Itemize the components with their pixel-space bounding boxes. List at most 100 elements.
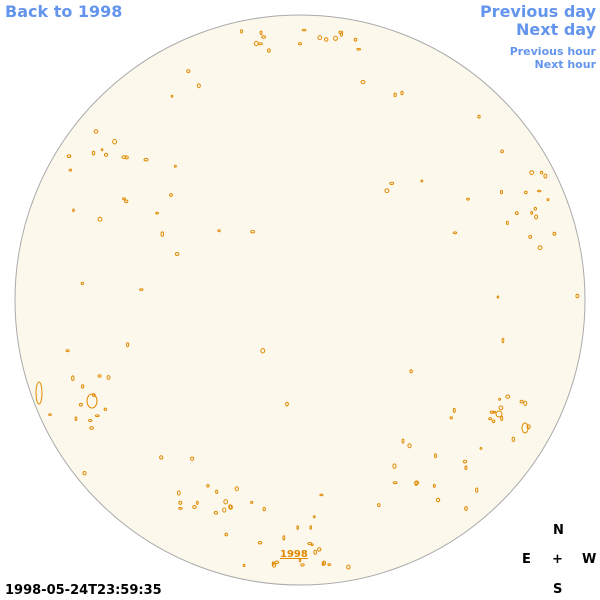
next-hour-link[interactable]: Next hour (534, 58, 597, 71)
contour (498, 405, 504, 411)
year-link[interactable]: 1998 (280, 549, 308, 560)
compass-center: + (552, 552, 563, 567)
contour (224, 532, 228, 537)
contour (65, 349, 70, 353)
contour (384, 188, 390, 193)
contour (103, 152, 109, 157)
contour (66, 154, 72, 158)
contour (537, 189, 542, 193)
next-day-link[interactable]: Next day (516, 20, 596, 39)
contour (86, 393, 98, 409)
contour (436, 497, 441, 503)
contour (530, 211, 534, 215)
contour (529, 170, 535, 176)
contour (338, 30, 344, 34)
contour (82, 471, 87, 476)
contour (234, 486, 239, 492)
contour (301, 28, 307, 32)
contour (206, 484, 210, 488)
contour (434, 453, 437, 459)
contour (319, 493, 324, 497)
contour (88, 419, 93, 422)
contour (170, 94, 174, 98)
contour (176, 490, 181, 496)
contour (155, 211, 160, 215)
contour (317, 547, 322, 552)
contour (392, 481, 398, 485)
contour (521, 422, 529, 434)
contour (80, 281, 85, 286)
contour (72, 208, 75, 213)
contour (35, 381, 43, 405)
contour (414, 480, 420, 485)
contour (526, 424, 531, 430)
contour (267, 48, 271, 53)
contour (250, 230, 256, 234)
contour (215, 489, 219, 494)
contour (477, 114, 481, 119)
contour (353, 37, 358, 42)
contour (106, 375, 111, 380)
contour (356, 48, 362, 51)
contour (479, 447, 483, 450)
contour (452, 407, 456, 413)
contour (91, 150, 96, 156)
compass-west: W (582, 552, 597, 567)
contour (217, 229, 221, 233)
contour (274, 560, 280, 565)
contour (48, 413, 52, 416)
contour (500, 415, 504, 421)
contour (310, 543, 314, 547)
contour (298, 558, 302, 563)
previous-day-link[interactable]: Previous day (479, 2, 596, 21)
contour (496, 295, 500, 299)
contour (74, 416, 78, 422)
contour (300, 563, 305, 567)
contour (309, 525, 313, 530)
contour (407, 443, 412, 449)
contour (420, 179, 424, 183)
contour (360, 80, 366, 84)
contour (464, 465, 468, 471)
contour (186, 69, 191, 74)
contour (462, 459, 468, 464)
contour (546, 198, 550, 202)
contour (498, 397, 502, 401)
contour (489, 410, 495, 414)
contour (124, 155, 129, 160)
contour (505, 394, 511, 399)
contour (285, 401, 289, 407)
contour (143, 158, 149, 162)
contour (491, 419, 496, 424)
contour (258, 42, 263, 46)
contour (543, 173, 548, 179)
contour (400, 90, 404, 96)
contour (169, 193, 173, 197)
contour (321, 561, 325, 567)
contour (242, 563, 246, 568)
contour (466, 197, 470, 201)
contour (488, 417, 493, 421)
contour (178, 507, 183, 510)
back-link[interactable]: Back to 1998 (5, 2, 123, 21)
contour (271, 561, 275, 566)
contour (190, 456, 195, 461)
contour (452, 231, 458, 235)
contour (333, 35, 338, 41)
contour (317, 35, 323, 41)
previous-hour-link[interactable]: Previous hour (509, 45, 596, 58)
contour (523, 400, 528, 406)
contour (173, 164, 177, 168)
contour (296, 525, 300, 530)
contour (71, 375, 75, 382)
contour (500, 149, 504, 154)
contour (196, 83, 201, 89)
contour (519, 399, 524, 404)
solar-disk (14, 14, 586, 586)
contour (112, 138, 117, 145)
contour (475, 487, 479, 493)
contour (537, 245, 543, 250)
contour (495, 410, 503, 418)
contour (94, 414, 100, 418)
contour (260, 348, 266, 354)
